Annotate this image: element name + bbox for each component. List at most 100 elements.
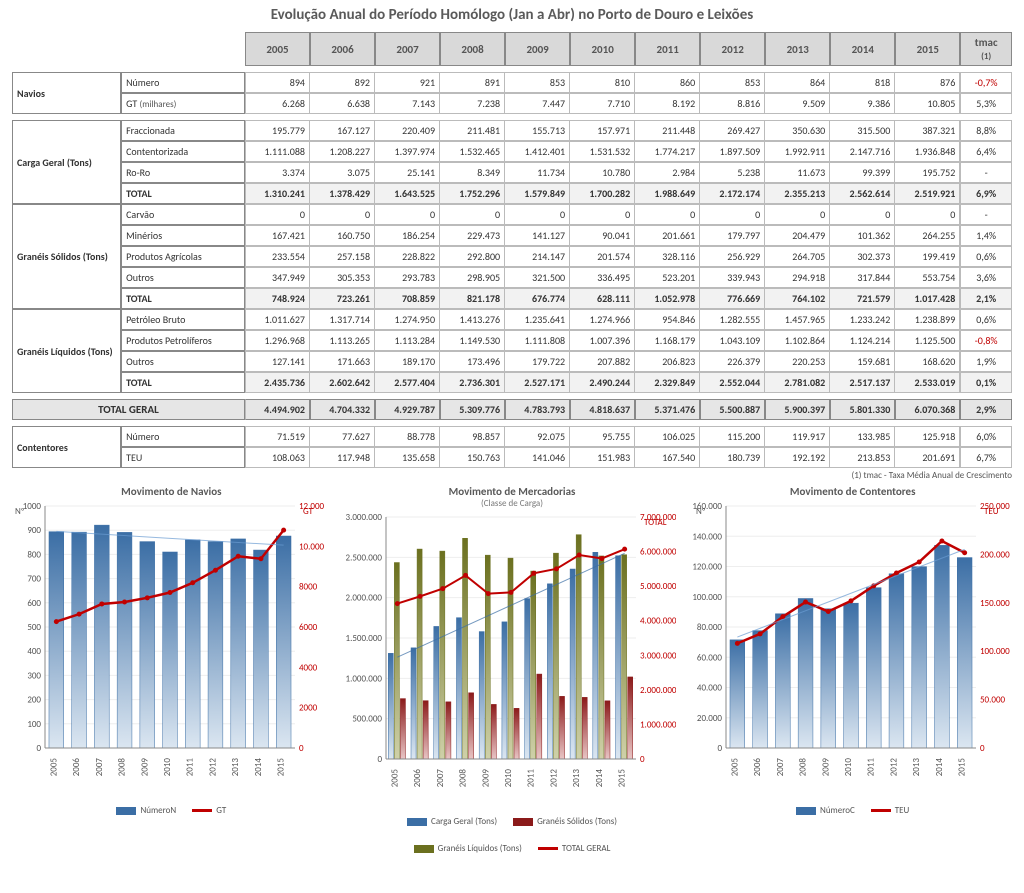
svg-text:2009: 2009 xyxy=(139,758,150,777)
cell: 98.857 xyxy=(440,426,505,447)
svg-text:500: 500 xyxy=(27,622,41,633)
svg-text:140.000: 140.000 xyxy=(693,531,723,542)
cell: 7.710 xyxy=(570,93,635,114)
cell: 6.268 xyxy=(245,93,310,114)
cell: 0 xyxy=(635,204,700,225)
cell: 2.562.614 xyxy=(830,183,895,204)
cell: 7.238 xyxy=(440,93,505,114)
cell: 2.355.213 xyxy=(765,183,830,204)
cell: 298.905 xyxy=(440,267,505,288)
svg-text:400: 400 xyxy=(27,646,41,657)
cell: 2.519.921 xyxy=(895,183,960,204)
cell: 192.192 xyxy=(765,447,830,468)
row-label: Outros xyxy=(121,267,245,288)
cell: 77.627 xyxy=(310,426,375,447)
svg-text:2015: 2015 xyxy=(616,769,627,788)
cell: 523.201 xyxy=(635,267,700,288)
cell: 9.386 xyxy=(830,93,895,114)
cell: 71.519 xyxy=(245,426,310,447)
cell: 135.658 xyxy=(375,447,440,468)
svg-text:1.500.000: 1.500.000 xyxy=(346,633,382,644)
cell: 315.500 xyxy=(830,120,895,141)
row-group-label: Navios xyxy=(12,72,121,114)
svg-text:2010: 2010 xyxy=(503,769,514,788)
cell: 1.752.296 xyxy=(440,183,505,204)
cell: 0 xyxy=(895,204,960,225)
cell: 0 xyxy=(245,204,310,225)
svg-text:4000: 4000 xyxy=(299,662,318,673)
svg-text:0: 0 xyxy=(299,743,304,754)
cell: 199.419 xyxy=(895,246,960,267)
cell: 6.638 xyxy=(310,93,375,114)
cell: 3.374 xyxy=(245,162,310,183)
svg-text:GT: GT xyxy=(303,506,314,517)
cell: 294.918 xyxy=(765,267,830,288)
row-label: Minérios xyxy=(121,225,245,246)
cell: 201.661 xyxy=(635,225,700,246)
svg-text:0: 0 xyxy=(377,754,382,765)
cell: 1.011.627 xyxy=(245,309,310,330)
cell: 2.147.716 xyxy=(830,141,895,162)
cell: 776.669 xyxy=(700,288,765,309)
svg-text:TOTAL: TOTAL xyxy=(644,517,667,528)
svg-text:2012: 2012 xyxy=(548,769,559,788)
cell: 0 xyxy=(765,204,830,225)
cell: 1.296.968 xyxy=(245,330,310,351)
cell: 7.447 xyxy=(505,93,570,114)
cell: 167.540 xyxy=(635,447,700,468)
row-label: Produtos Petrolíferos xyxy=(121,330,245,351)
svg-text:2015: 2015 xyxy=(276,758,287,777)
row-label: Produtos Agrícolas xyxy=(121,246,245,267)
cell: 1.113.265 xyxy=(310,330,375,351)
svg-text:0: 0 xyxy=(640,754,645,765)
cell: 1.208.227 xyxy=(310,141,375,162)
cell: 167.127 xyxy=(310,120,375,141)
cell: 1.378.429 xyxy=(310,183,375,204)
cell: 1.017.428 xyxy=(895,288,960,309)
svg-text:100: 100 xyxy=(27,719,41,730)
svg-text:2.000.000: 2.000.000 xyxy=(640,685,676,696)
svg-text:4.000.000: 4.000.000 xyxy=(640,616,676,627)
svg-text:300: 300 xyxy=(27,670,41,681)
cell: 1.043.109 xyxy=(700,330,765,351)
svg-text:2013: 2013 xyxy=(912,758,923,777)
cell: 2.736.301 xyxy=(440,372,505,393)
svg-text:2011: 2011 xyxy=(185,758,196,777)
svg-text:120.000: 120.000 xyxy=(693,562,723,573)
cell: 810 xyxy=(570,72,635,93)
cell: 220.409 xyxy=(375,120,440,141)
cell: 2.984 xyxy=(635,162,700,183)
cell: 206.823 xyxy=(635,351,700,372)
svg-text:2007: 2007 xyxy=(775,758,786,777)
cell: 173.496 xyxy=(440,351,505,372)
row-label: Número xyxy=(121,426,245,447)
cell: 339.943 xyxy=(700,267,765,288)
cell: 2.781.082 xyxy=(765,372,830,393)
row-label: Fraccionada xyxy=(121,120,245,141)
svg-text:2006: 2006 xyxy=(752,758,763,777)
chart-navios: Movimento de Navios010020030040050060070… xyxy=(5,485,338,854)
cell: 201.691 xyxy=(895,447,960,468)
svg-text:2000: 2000 xyxy=(299,703,318,714)
cell: 195.779 xyxy=(245,120,310,141)
cell: 0 xyxy=(830,204,895,225)
cell: 676.774 xyxy=(505,288,570,309)
svg-text:6000: 6000 xyxy=(299,622,318,633)
cell: 213.853 xyxy=(830,447,895,468)
cell: 1.233.242 xyxy=(830,309,895,330)
cell: 228.822 xyxy=(375,246,440,267)
svg-text:150.000: 150.000 xyxy=(980,598,1010,609)
svg-text:3.000.000: 3.000.000 xyxy=(346,512,382,523)
svg-text:900: 900 xyxy=(27,525,41,536)
cell: 171.663 xyxy=(310,351,375,372)
cell: 2.172.174 xyxy=(700,183,765,204)
cell: 88.778 xyxy=(375,426,440,447)
cell: 2.329.849 xyxy=(635,372,700,393)
cell: 155.713 xyxy=(505,120,570,141)
cell: 264.255 xyxy=(895,225,960,246)
cell: 99.399 xyxy=(830,162,895,183)
cell: 1.052.978 xyxy=(635,288,700,309)
svg-text:2010: 2010 xyxy=(843,758,854,777)
svg-text:60.000: 60.000 xyxy=(697,652,723,663)
cell: 92.075 xyxy=(505,426,570,447)
